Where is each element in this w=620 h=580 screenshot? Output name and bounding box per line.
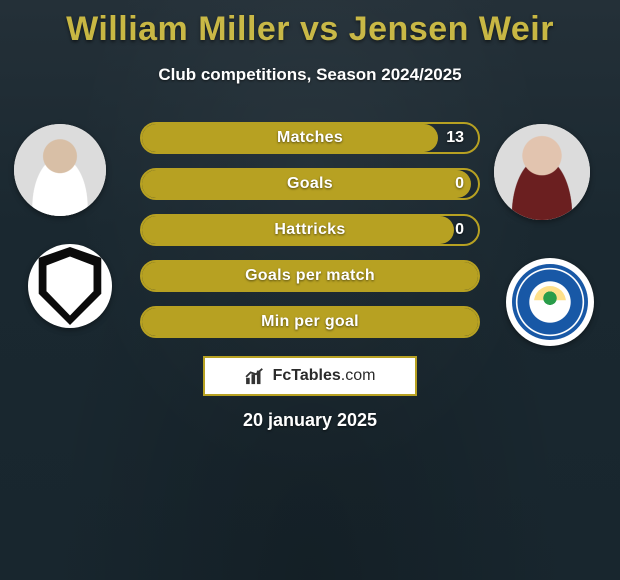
stat-value: 0 — [455, 170, 464, 198]
stat-label: Hattricks — [142, 216, 478, 244]
club-right-badge — [506, 258, 594, 346]
player-left-avatar — [14, 124, 106, 216]
club-left-shield-icon — [36, 247, 104, 325]
stat-value: 13 — [446, 124, 464, 152]
stat-label: Goals per match — [142, 262, 478, 290]
date-text: 20 january 2025 — [0, 410, 620, 431]
stat-label: Goals — [142, 170, 478, 198]
stat-label: Min per goal — [142, 308, 478, 336]
bar-chart-icon — [245, 367, 267, 385]
brand-box[interactable]: FcTables.com — [203, 356, 417, 396]
comparison-card: William Miller vs Jensen Weir Club compe… — [0, 0, 620, 580]
page-title: William Miller vs Jensen Weir — [0, 0, 620, 49]
player-right-avatar — [494, 124, 590, 220]
stat-row-hattricks: Hattricks 0 — [140, 214, 480, 246]
player-right-silhouette — [494, 124, 590, 220]
brand-text: FcTables.com — [273, 367, 376, 385]
brand-name: FcTables — [273, 367, 341, 384]
subtitle: Club competitions, Season 2024/2025 — [0, 65, 620, 85]
stat-row-goals: Goals 0 — [140, 168, 480, 200]
club-right-roundel-icon — [512, 264, 588, 340]
brand-domain: .com — [341, 367, 376, 384]
player-left-silhouette — [14, 124, 106, 216]
stat-value: 0 — [455, 216, 464, 244]
stat-label: Matches — [142, 124, 478, 152]
stat-row-matches: Matches 13 — [140, 122, 480, 154]
stats-block: Matches 13 Goals 0 Hattricks 0 Goals per… — [140, 122, 480, 352]
stat-row-min-per-goal: Min per goal — [140, 306, 480, 338]
stat-row-goals-per-match: Goals per match — [140, 260, 480, 292]
club-left-badge — [28, 244, 112, 328]
club-left-shield-inner — [42, 254, 98, 318]
